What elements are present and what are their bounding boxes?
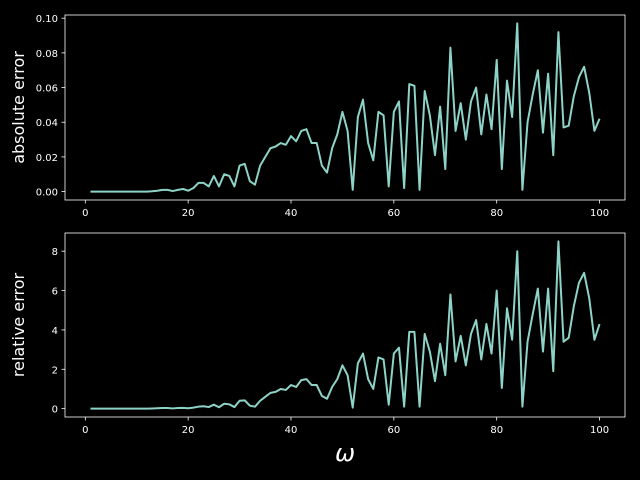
y-tick-label: 8 [52,247,58,258]
x-tick-label: 60 [387,208,400,219]
x-axis-label: ω [335,439,355,467]
x-tick-label: 80 [490,425,503,436]
x-tick-label: 80 [490,208,503,219]
x-tick-label: 40 [285,208,298,219]
y-tick-label: 2 [52,365,58,376]
y-axis-label: relative error [9,272,28,377]
y-tick-label: 0 [52,405,58,416]
data-line [90,22,601,193]
x-tick-label: 0 [82,425,88,436]
axes-frame [64,232,626,418]
y-tick-label: 6 [52,287,58,298]
y-tick-label: 4 [52,326,58,337]
y-tick-label: 0.02 [36,153,58,164]
x-tick-label: 100 [590,208,609,219]
x-tick-label: 40 [285,425,298,436]
y-tick-label: 0.10 [36,14,58,25]
x-tick-label: 100 [590,425,609,436]
data-line [90,240,601,410]
axes-frame [64,14,626,201]
x-tick-label: 20 [182,425,195,436]
y-tick-label: 0.08 [36,49,58,60]
y-tick-label: 0.04 [36,118,58,129]
y-axis-label: absolute error [9,51,28,164]
y-tick-label: 0.00 [36,188,58,199]
x-tick-label: 0 [82,208,88,219]
x-tick-label: 60 [387,425,400,436]
y-tick-label: 0.06 [36,84,58,95]
x-tick-label: 20 [182,208,195,219]
